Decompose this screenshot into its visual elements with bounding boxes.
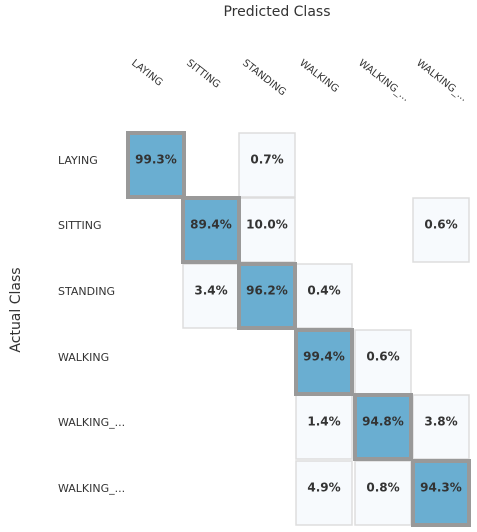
- cell-rect: [353, 393, 413, 461]
- matrix-cell: 0.4%: [295, 263, 353, 329]
- cell-value: 10.0%: [246, 218, 288, 232]
- cell-value: 0.4%: [307, 284, 340, 298]
- column-label: STANDING: [240, 58, 288, 99]
- column-labels: LAYING SITTING STANDING WALKING WALKING_... W…: [129, 58, 469, 104]
- column-label: LAYING: [129, 58, 164, 89]
- matrix-cell: 10.0%: [238, 197, 296, 263]
- row-label: STANDING: [58, 285, 115, 298]
- cell-rect: [354, 460, 412, 526]
- matrix-cell: 0.8%: [354, 460, 412, 526]
- cell-rect: [354, 329, 412, 395]
- cell-value: 0.6%: [366, 350, 399, 364]
- matrix-cell: 1.4%: [295, 394, 353, 460]
- row-label: LAYING: [58, 154, 98, 167]
- cell-value: 0.7%: [250, 153, 283, 167]
- cell-value: 94.8%: [362, 415, 404, 429]
- cell-value: 99.3%: [135, 153, 177, 167]
- matrix-cell: 0.7%: [238, 132, 296, 198]
- cell-value: 1.4%: [307, 415, 340, 429]
- cell-rect: [411, 459, 471, 527]
- row-labels: LAYING SITTING STANDING WALKING WALKING_... W…: [58, 154, 125, 495]
- cell-value: 3.8%: [424, 415, 457, 429]
- diagonal-cell: 89.4%: [181, 196, 241, 264]
- matrix-cell: 0.6%: [354, 329, 412, 395]
- row-label: SITTING: [58, 219, 101, 232]
- cell-value: 89.4%: [190, 218, 232, 232]
- row-label: WALKING_...: [58, 416, 125, 429]
- cell-value: 99.4%: [303, 350, 345, 364]
- cell-rect: [295, 394, 353, 460]
- diagonal-cell: 99.4%: [294, 328, 354, 396]
- diagonal-cell: 99.3%: [126, 131, 186, 199]
- matrix-cells: 0.7% 10.0% 0.6% 3.4% 0.4% 0.6% 1.4% 3.8% 4.9% 0.8…: [126, 131, 471, 527]
- diagonal-cell: 96.2%: [237, 262, 297, 330]
- cell-rect: [237, 262, 297, 330]
- column-label: WALKING_...: [356, 58, 411, 104]
- cell-rect: [126, 131, 186, 199]
- cell-value: 94.3%: [420, 481, 462, 495]
- column-label: SITTING: [184, 58, 222, 91]
- cell-value: 0.8%: [366, 481, 399, 495]
- cell-rect: [295, 460, 353, 526]
- cell-value: 4.9%: [307, 481, 340, 495]
- cell-rect: [181, 196, 241, 264]
- column-label: WALKING_...: [414, 58, 469, 104]
- cell-rect: [294, 328, 354, 396]
- cell-value: 0.6%: [424, 218, 457, 232]
- cell-rect: [412, 197, 470, 263]
- cell-rect: [238, 197, 296, 263]
- x-axis-title: Predicted Class: [223, 4, 330, 20]
- diagonal-cell: 94.8%: [353, 393, 413, 461]
- column-label: WALKING: [297, 58, 340, 95]
- cell-rect: [238, 132, 296, 198]
- row-label: WALKING_...: [58, 482, 125, 495]
- y-axis-title: Actual Class: [8, 267, 24, 352]
- cell-value: 3.4%: [194, 284, 227, 298]
- matrix-cell: 4.9%: [295, 460, 353, 526]
- matrix-cell: 3.4%: [182, 263, 240, 329]
- row-label: WALKING: [58, 351, 109, 364]
- cell-value: 96.2%: [246, 284, 288, 298]
- diagonal-cell: 94.3%: [411, 459, 471, 527]
- matrix-cell: 0.6%: [412, 197, 470, 263]
- matrix-cell: 3.8%: [412, 394, 470, 460]
